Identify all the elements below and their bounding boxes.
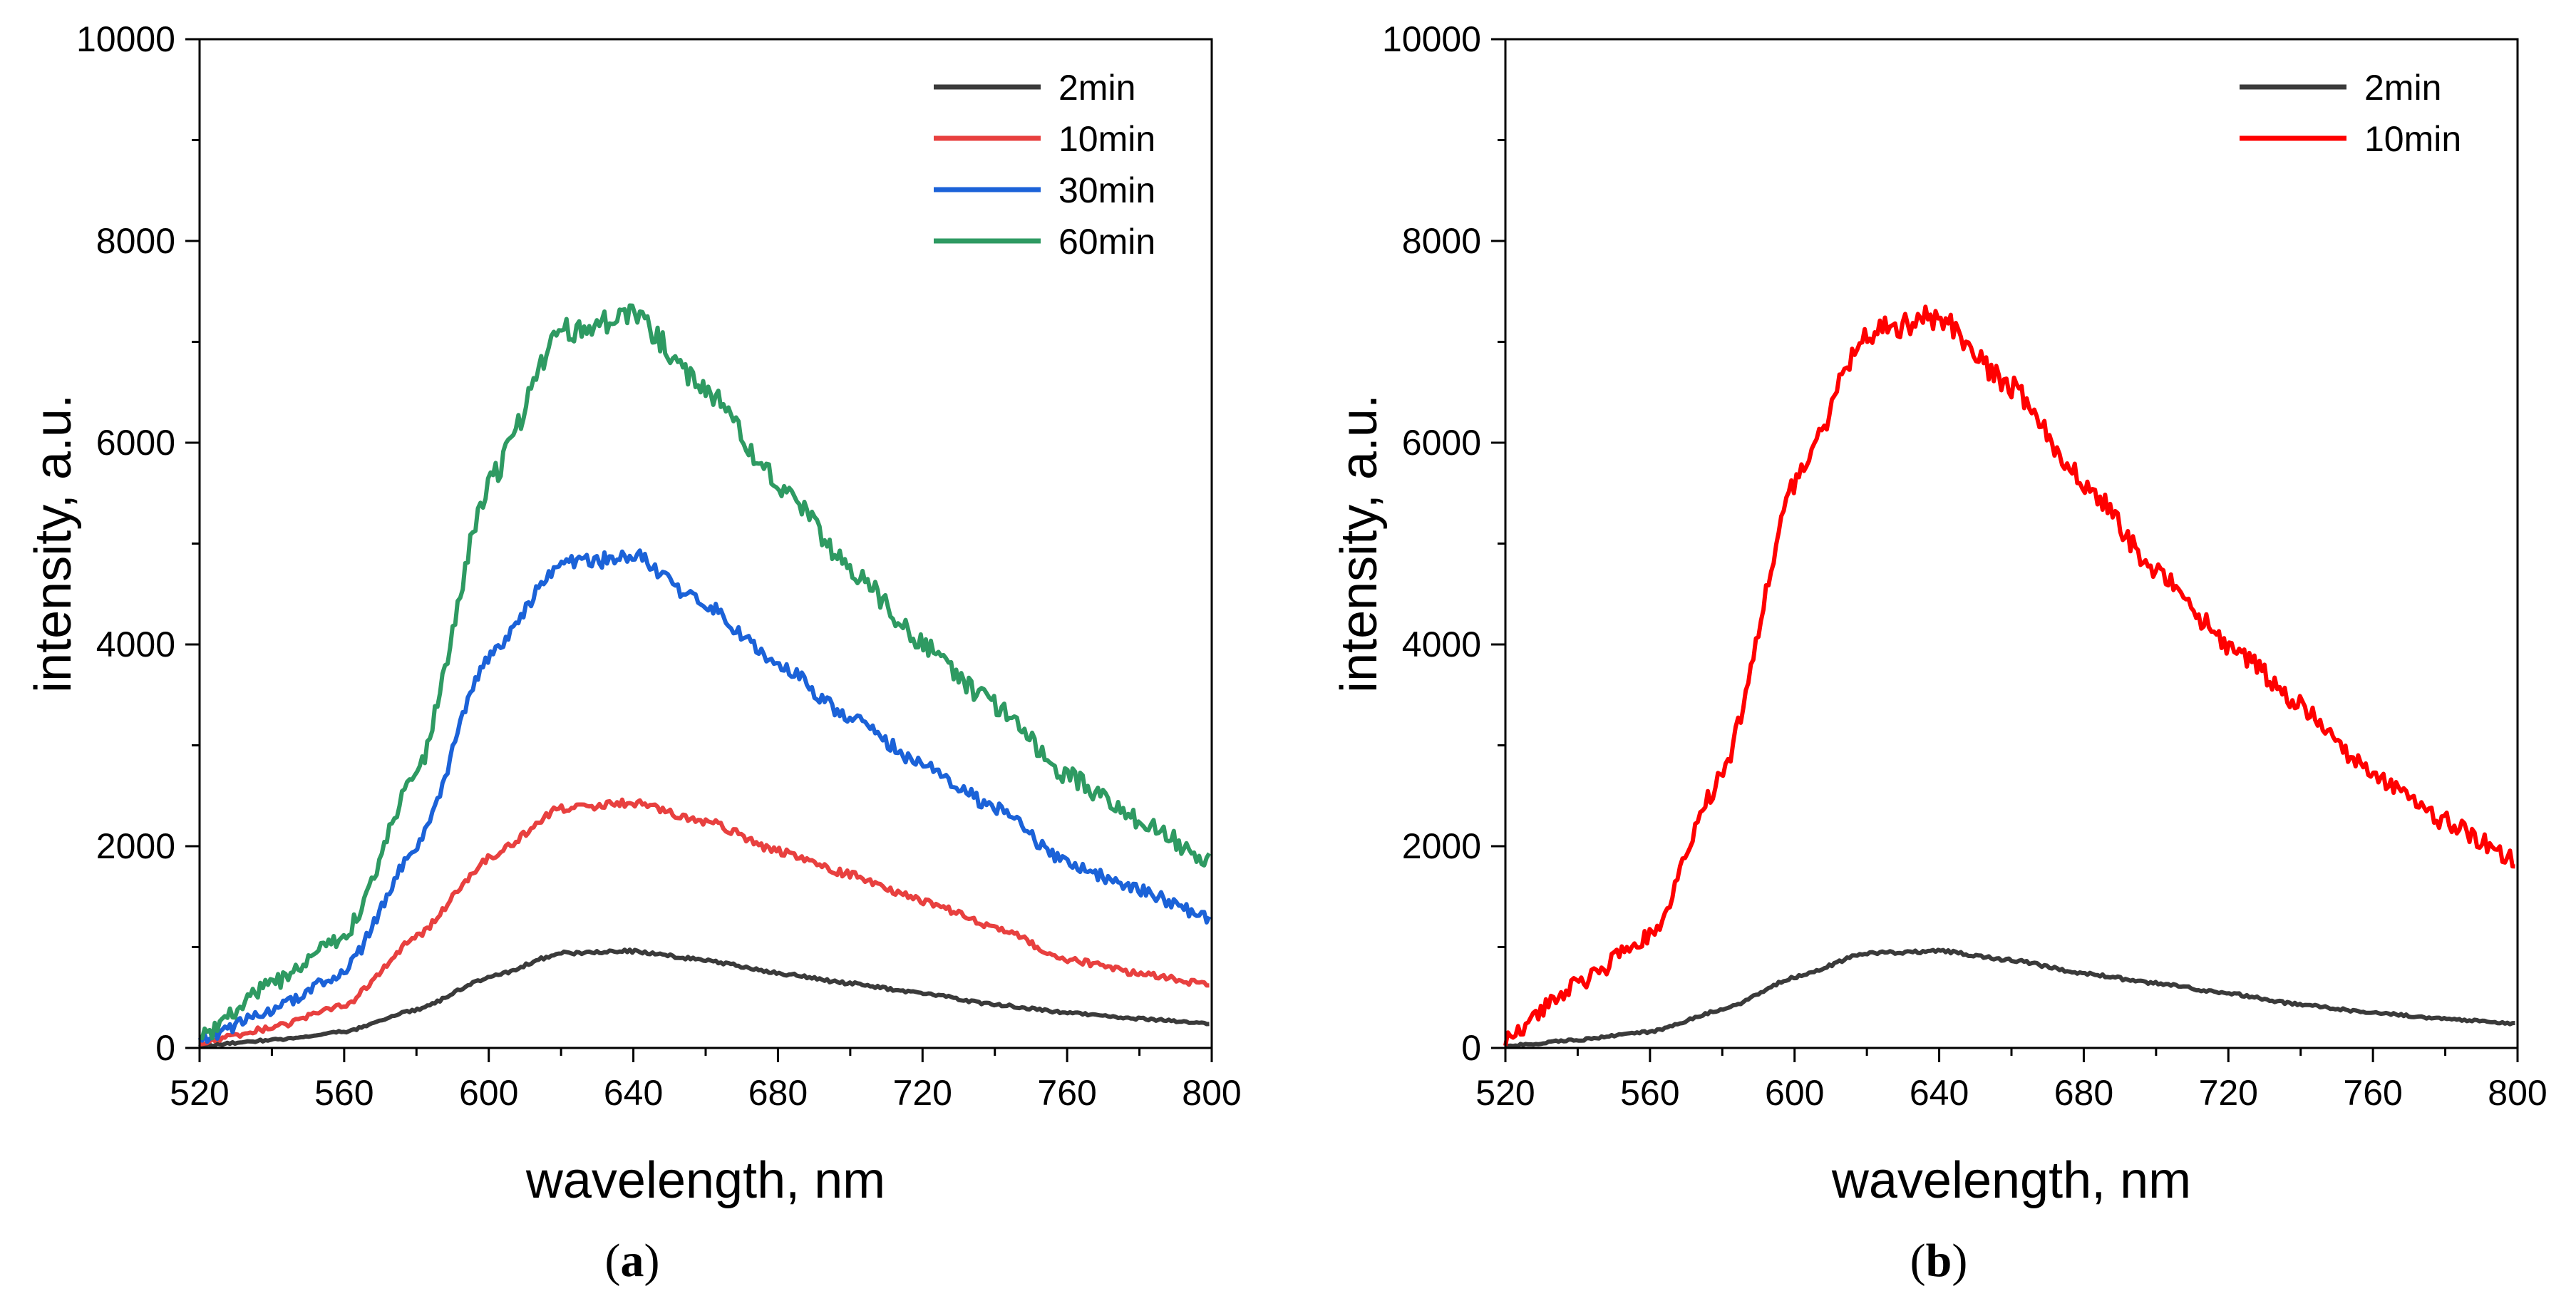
panel-a-series-60min bbox=[198, 303, 1212, 1041]
panel-a-series-layer bbox=[197, 303, 1212, 1049]
panel-b-series-2min bbox=[1505, 947, 2515, 1049]
panel-a-y-tick-label: 2000 bbox=[96, 826, 175, 866]
panel-b-x-tick-label: 720 bbox=[2199, 1073, 2258, 1113]
panel-a-legend-label-60min: 60min bbox=[1058, 222, 1155, 262]
panel-a-y-tick-label: 4000 bbox=[96, 624, 175, 664]
panel-a-y-tick-label: 0 bbox=[155, 1028, 175, 1068]
panel-b-y-tick-label: 0 bbox=[1461, 1028, 1481, 1068]
panel-b-label: (b) bbox=[1910, 1235, 1968, 1287]
panel-b-label-letter: b bbox=[1926, 1235, 1952, 1287]
panel-a-legend-label-10min: 10min bbox=[1058, 119, 1155, 159]
panel-b-x-tick-label: 680 bbox=[2054, 1073, 2113, 1113]
panel-b-x-tick-label: 800 bbox=[2488, 1073, 2547, 1113]
panel-a-x-tick-label: 520 bbox=[170, 1073, 229, 1113]
panel-a-series-2min bbox=[198, 947, 1210, 1049]
panel-b-x-tick-label: 760 bbox=[2343, 1073, 2402, 1113]
panel-a-label-letter: a bbox=[621, 1235, 644, 1287]
panel-b-y-tick-label: 10000 bbox=[1382, 19, 1481, 59]
panel-a-y-tick-label: 6000 bbox=[96, 423, 175, 463]
panel-a-y-tick-label: 8000 bbox=[96, 221, 175, 261]
panel-a-y-axis-title: intensity, a.u. bbox=[25, 394, 82, 693]
panel-a-label-close: ) bbox=[644, 1235, 660, 1287]
panel-b-x-tick-label: 640 bbox=[1910, 1073, 1969, 1113]
panel-b-x-tick-label: 560 bbox=[1620, 1073, 1679, 1113]
panel-a-x-tick-label: 680 bbox=[748, 1073, 808, 1113]
panel-b-series-10min bbox=[1503, 304, 2515, 1047]
panel-b-legend-label-10min: 10min bbox=[2364, 119, 2461, 159]
panel-b-legend-label-2min: 2min bbox=[2364, 68, 2441, 108]
panel-a-x-axis-title: wavelength, nm bbox=[525, 1152, 885, 1209]
panel-a-label: (a) bbox=[605, 1235, 660, 1287]
panel-a-x-tick-label: 760 bbox=[1037, 1073, 1096, 1113]
panel-b-y-tick-label: 8000 bbox=[1402, 221, 1481, 261]
panel-b-y-tick-label: 4000 bbox=[1402, 624, 1481, 664]
panel-a-ticks: 520 560 600 640 680 720 760 8000200040006000800… bbox=[76, 19, 1242, 1113]
panel-b-legend: 2min 10min bbox=[2240, 68, 2461, 159]
panel-b-x-tick-label: 600 bbox=[1765, 1073, 1824, 1113]
panel-b: 520 560 600 640 680 720 760 8000200040006000800… bbox=[1331, 19, 2547, 1287]
panel-b-y-tick-label: 6000 bbox=[1402, 423, 1481, 463]
panel-a-x-tick-label: 640 bbox=[604, 1073, 663, 1113]
panel-a-x-tick-label: 800 bbox=[1182, 1073, 1241, 1113]
panel-a-x-tick-label: 560 bbox=[314, 1073, 373, 1113]
panel-b-series-layer bbox=[1503, 304, 2515, 1049]
panel-a-label-open: ( bbox=[605, 1235, 621, 1287]
panel-a-legend: 2min 10min 30min 60min bbox=[934, 68, 1155, 262]
panel-b-plot-frame bbox=[1504, 38, 2519, 1049]
panel-a-series-10min bbox=[199, 797, 1210, 1047]
panel-b-label-open: ( bbox=[1910, 1235, 1926, 1287]
panel-a-x-tick-label: 600 bbox=[459, 1073, 518, 1113]
panel-b-y-tick-label: 2000 bbox=[1402, 826, 1481, 866]
panel-a-legend-label-30min: 30min bbox=[1058, 170, 1155, 210]
panel-b-x-tick-label: 520 bbox=[1475, 1073, 1535, 1113]
panel-b-y-axis-title: intensity, a.u. bbox=[1331, 394, 1388, 693]
panel-a: 520 560 600 640 680 720 760 8000200040006000800… bbox=[25, 19, 1242, 1287]
panel-a-series-30min bbox=[197, 548, 1212, 1044]
panel-b-ticks: 520 560 600 640 680 720 760 8000200040006000800… bbox=[1382, 19, 2547, 1113]
panel-b-label-close: ) bbox=[1952, 1235, 1967, 1287]
panel-b-x-axis-title: wavelength, nm bbox=[1831, 1152, 2191, 1209]
panel-a-x-tick-label: 720 bbox=[893, 1073, 952, 1113]
panel-a-y-tick-label: 10000 bbox=[76, 19, 175, 59]
panel-a-legend-label-2min: 2min bbox=[1058, 68, 1135, 108]
